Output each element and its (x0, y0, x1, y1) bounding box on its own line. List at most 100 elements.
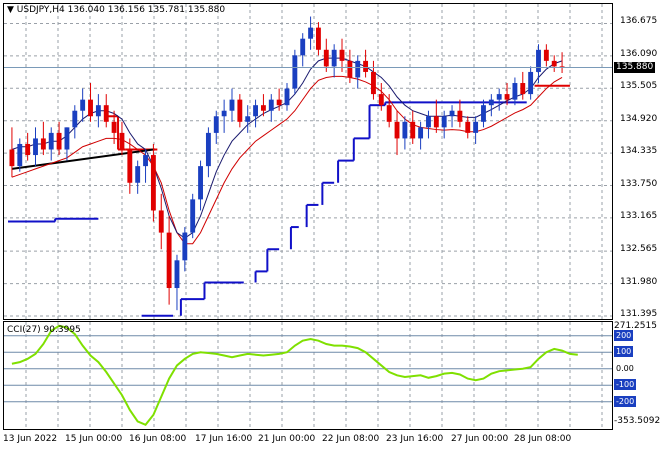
candle-body (473, 121, 479, 133)
candle-body (410, 121, 416, 139)
candle-body (268, 99, 274, 111)
time-tick-label: 22 Jun 08:00 (322, 434, 380, 444)
price-chart-pane[interactable]: ▼ USDJPY,H4 136.040 136.156 135.781 135.… (3, 3, 613, 320)
time-tick-label: 17 Jun 16:00 (195, 434, 253, 444)
candle-body (237, 99, 243, 122)
candle-body (441, 116, 447, 128)
candle-body (166, 232, 172, 289)
candle-body (394, 121, 400, 139)
price-tick-label: 134.335 (620, 146, 658, 157)
candle-body (284, 88, 290, 106)
candle-body (465, 121, 471, 133)
price-tick-label: 131.980 (620, 276, 658, 287)
time-tick-label: 23 Jun 16:00 (386, 434, 444, 444)
candle-body (292, 55, 298, 89)
candle-body (72, 110, 78, 128)
candle-body (316, 27, 321, 50)
candle-body (378, 94, 384, 106)
candle-body (363, 60, 369, 72)
candle-body (433, 116, 439, 128)
candle-body (512, 83, 518, 100)
cci-level-label: -200 (614, 395, 637, 407)
cci-line (11, 324, 578, 426)
candle-body (488, 99, 494, 106)
cci-indicator-pane[interactable]: CCI(27) 90.3995 (3, 321, 613, 430)
ohlc-values: 136.040 136.156 135.781 135.880 (67, 5, 226, 15)
candle-body (127, 149, 133, 183)
candle-body (56, 132, 62, 150)
cci-level-label: 0.00 (616, 363, 634, 373)
candle-body (213, 116, 219, 133)
price-chart-svg (4, 4, 612, 319)
candle-body (80, 99, 86, 111)
candle-body (40, 138, 46, 150)
chart-title: ▼ USDJPY,H4 136.040 136.156 135.781 135.… (7, 5, 225, 15)
candle-body (190, 199, 196, 233)
candle-body (111, 121, 117, 133)
candle-body (64, 127, 70, 150)
candle-body (103, 105, 109, 122)
candle-body (426, 116, 431, 128)
candle-body (457, 110, 463, 122)
candle-body (323, 49, 329, 67)
candle-body (48, 132, 54, 150)
candle-body (481, 105, 486, 122)
candle-body (25, 143, 31, 156)
candle-body (119, 132, 125, 150)
candle-body (17, 143, 23, 167)
current-price-tag: 135.880 (614, 61, 656, 73)
price-tick-label: 131.395 (620, 309, 658, 319)
time-tick-label: 28 Jun 08:00 (514, 434, 572, 444)
candle-body (347, 60, 353, 78)
price-tick-label: 136.090 (620, 48, 658, 59)
time-tick-label: 15 Jun 00:00 (65, 434, 123, 444)
candle-body (95, 105, 101, 117)
candle-body (449, 110, 455, 117)
cci-chart-svg (4, 322, 612, 429)
candle-body (355, 60, 361, 78)
candle-body (551, 60, 557, 67)
candle-body (135, 166, 141, 183)
candle-body (339, 49, 345, 61)
candle-body (229, 99, 235, 111)
time-tick-label: 21 Jun 00:00 (258, 434, 316, 444)
dropdown-triangle-icon[interactable]: ▼ (7, 5, 14, 15)
candle-body (402, 121, 408, 139)
candle-body (182, 232, 188, 261)
candle-body (150, 155, 156, 211)
candle-body (205, 132, 211, 167)
candle-body (276, 99, 282, 106)
candle-body (496, 94, 502, 100)
candle-body (221, 110, 227, 117)
candle-body (253, 105, 258, 117)
price-tick-label: 134.920 (620, 113, 658, 124)
candle-body (260, 105, 266, 111)
candle-body (9, 149, 15, 167)
candle-body (536, 49, 541, 72)
price-tick-label: 133.750 (620, 178, 658, 189)
ema-slow-line (11, 75, 563, 245)
cci-label: CCI(27) 90.3995 (7, 325, 81, 335)
candle-body (543, 49, 549, 61)
candle-body (88, 99, 93, 117)
cci-axis-min: -353.5092 (614, 416, 660, 426)
candle-body (308, 27, 314, 39)
candle-body (371, 71, 376, 95)
candle-body (520, 83, 526, 95)
candle-body (174, 260, 180, 289)
candle-body (143, 155, 148, 167)
time-tick-label: 13 Jun 2022 (3, 434, 58, 444)
candle-body (528, 71, 534, 95)
cci-level-label: 100 (614, 346, 634, 358)
candle-body (33, 138, 38, 156)
candle-body (559, 66, 565, 68)
candle-body (158, 210, 164, 233)
time-tick-label: 27 Jun 00:00 (451, 434, 509, 444)
cci-level-label: -100 (614, 379, 637, 391)
candle-body (331, 49, 337, 67)
symbol-label: USDJPY,H4 (16, 5, 65, 15)
candle-body (198, 166, 203, 200)
candle-body (386, 105, 392, 122)
cci-level-label: 200 (614, 329, 634, 341)
price-tick-label: 133.165 (620, 210, 658, 221)
